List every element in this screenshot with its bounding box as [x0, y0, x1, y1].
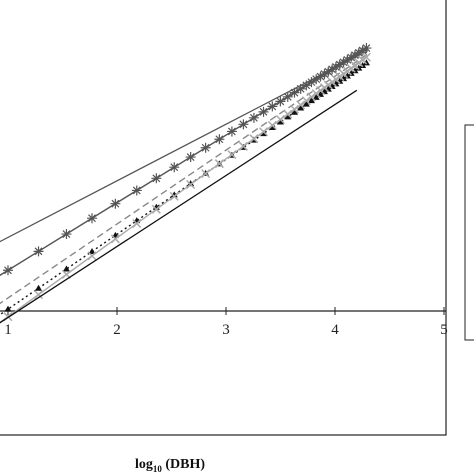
- series-4-marker: [312, 93, 320, 100]
- series-2-marker: [238, 119, 249, 130]
- series-4-marker: [347, 69, 355, 76]
- series-2-marker: [353, 47, 364, 58]
- series-2-marker: [267, 101, 278, 112]
- series-5-marker: [306, 92, 316, 102]
- series-2-marker: [361, 43, 372, 54]
- series-4-marker: [290, 108, 298, 115]
- series-5-marker: [201, 169, 211, 179]
- series-4-marker: [362, 59, 370, 66]
- series-2-marker: [200, 142, 211, 153]
- x-tick-label-2: 2: [113, 322, 121, 338]
- series-2-marker: [275, 96, 286, 107]
- series-5-marker: [296, 100, 306, 110]
- series-layer: [0, 43, 372, 324]
- plot-frame: [0, 0, 447, 436]
- series-2-marker: [306, 77, 317, 88]
- series-4-marker: [187, 180, 195, 187]
- series-5-marker: [151, 204, 161, 214]
- series-3: [0, 53, 369, 305]
- series-5-marker: [361, 52, 371, 62]
- series-2-marker: [214, 134, 225, 145]
- series-2-marker: [169, 162, 180, 173]
- series-5-marker: [186, 179, 196, 190]
- series-5-marker: [283, 109, 293, 119]
- series-2-marker: [3, 265, 13, 276]
- series-4-marker: [355, 64, 363, 71]
- series-5-marker: [315, 85, 326, 96]
- series-2-marker: [334, 59, 345, 70]
- series-4-marker: [284, 113, 292, 120]
- series-5-marker: [132, 218, 142, 229]
- series-2-marker: [323, 66, 334, 77]
- series-2: [0, 43, 372, 277]
- series-2-marker: [289, 87, 300, 98]
- series-6: [0, 89, 358, 324]
- series-5-marker: [169, 191, 179, 201]
- series-4-marker: [343, 72, 351, 79]
- series-2-marker: [282, 91, 293, 102]
- series-2-marker: [346, 52, 357, 63]
- series-4-marker: [35, 284, 43, 291]
- x-tick-label-1: 1: [4, 322, 12, 338]
- series-4-marker: [351, 67, 359, 74]
- series-2-marker: [311, 74, 322, 85]
- series-4-marker: [268, 124, 276, 131]
- series-2-marker: [151, 173, 162, 184]
- series-2-marker: [61, 229, 72, 240]
- series-5-marker: [87, 251, 97, 261]
- series-2-marker: [131, 185, 142, 196]
- series-5-marker: [301, 96, 311, 106]
- series-2-marker: [258, 106, 269, 117]
- series-4-marker: [260, 130, 268, 137]
- series-5-marker: [249, 134, 259, 144]
- series-2-marker: [248, 112, 259, 123]
- series-2-marker: [330, 61, 341, 72]
- series-2-marker: [226, 126, 237, 137]
- series-2-marker: [315, 71, 326, 82]
- series-6-line: [0, 89, 358, 324]
- legend-box: [464, 124, 474, 341]
- series-5-marker: [238, 141, 248, 151]
- series-2-marker: [357, 45, 368, 56]
- series-4-marker: [62, 265, 70, 272]
- series-5: [0, 52, 371, 324]
- series-2-marker: [327, 64, 338, 75]
- x-axis-title: log10 (DBH): [135, 457, 205, 474]
- x-ticks: 1 2 3 4 5: [4, 307, 448, 338]
- series-3-line: [0, 53, 369, 305]
- series-4-marker: [359, 61, 367, 68]
- series-2-marker: [319, 69, 330, 80]
- series-4-marker: [4, 305, 12, 312]
- series-5-marker: [214, 159, 224, 169]
- series-5-marker: [258, 127, 269, 137]
- series-2-marker: [185, 152, 196, 163]
- series-5-marker: [275, 114, 285, 125]
- series-2-marker: [342, 54, 353, 65]
- series-2-marker: [295, 83, 306, 94]
- x-tick-label-5: 5: [440, 322, 448, 338]
- series-2-marker: [33, 246, 44, 257]
- series-4-marker: [302, 100, 310, 107]
- series-2-marker: [338, 57, 349, 68]
- series-5-marker: [267, 120, 277, 130]
- series-2-marker: [86, 213, 97, 224]
- series-2-marker: [110, 198, 121, 209]
- series-2-marker: [349, 50, 360, 61]
- series-5-marker: [33, 290, 44, 300]
- series-5-marker: [110, 234, 120, 244]
- series-5-marker: [289, 104, 300, 114]
- series-4-marker: [307, 97, 315, 104]
- series-4-marker: [88, 247, 96, 254]
- series-5-marker: [227, 150, 237, 160]
- series-2-marker: [301, 80, 312, 91]
- x-tick-label-3: 3: [222, 322, 230, 338]
- series-4-marker: [297, 104, 305, 111]
- series-4-marker: [276, 118, 284, 125]
- x-tick-label-4: 4: [331, 322, 339, 338]
- series-5-marker: [311, 89, 321, 99]
